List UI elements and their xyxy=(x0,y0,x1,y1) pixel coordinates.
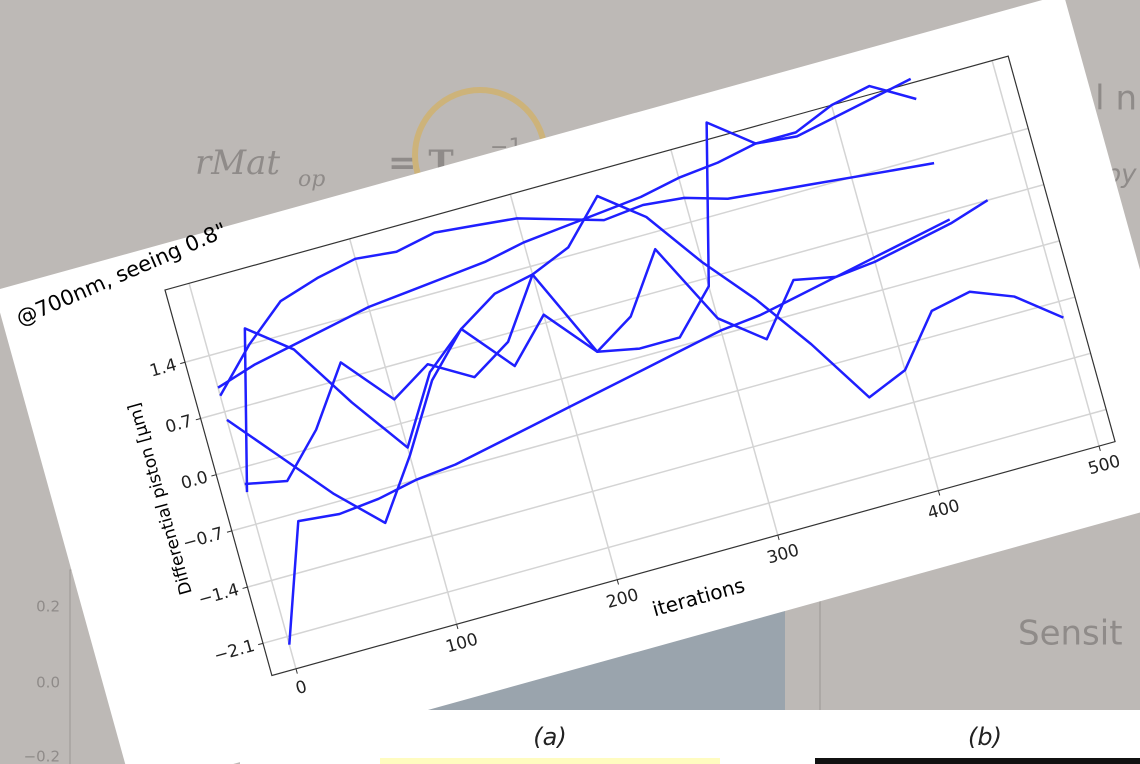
panel-label: (b) xyxy=(968,723,1002,751)
panel-label: (a) xyxy=(533,723,566,751)
fragment: Sensit xyxy=(1018,614,1123,654)
mini-tick: 0.2 xyxy=(36,598,60,616)
mini-tick: −0.2 xyxy=(24,748,60,764)
panel-a-image xyxy=(380,758,720,764)
panel-b-image xyxy=(815,758,1140,764)
formula-sub: op xyxy=(298,167,325,192)
formula-lhs: rMat xyxy=(195,143,280,183)
mini-tick: 0.0 xyxy=(36,674,60,692)
screen: rMat op = T −1 onal n The py for effi nc… xyxy=(0,0,1140,764)
page: {"slide": { "formula": {"lhs": "rMat", "… xyxy=(0,0,1140,764)
